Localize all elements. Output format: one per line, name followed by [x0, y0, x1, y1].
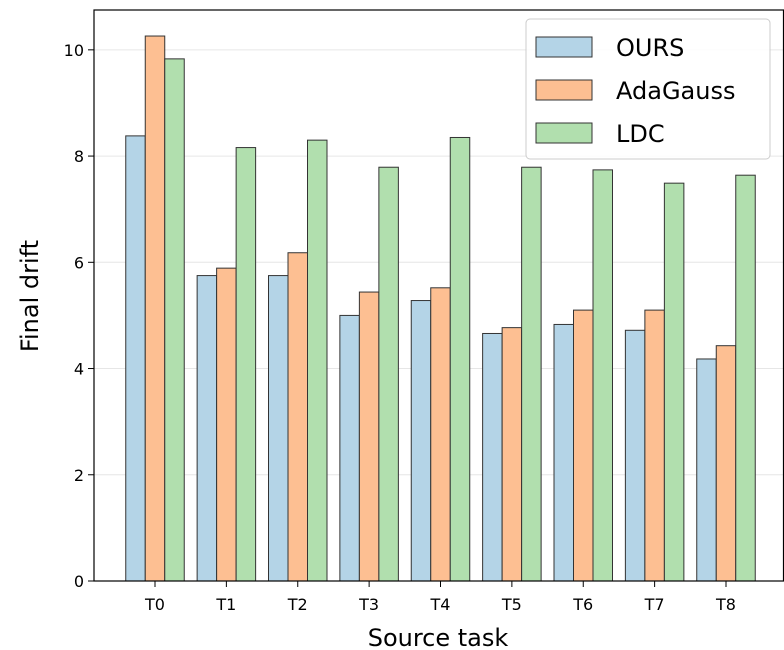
legend-swatch-ldc [535, 122, 593, 144]
bar-ours-t7 [624, 329, 646, 582]
bar-adagauss-t8 [715, 345, 737, 582]
y-tick-label: 4 [74, 360, 84, 379]
bar-adagauss-t5 [501, 327, 523, 582]
bar-adagauss-t1 [216, 267, 237, 582]
bar-ours-t8 [696, 358, 717, 582]
bar-ldc-t2 [307, 139, 328, 582]
bar-ours-t0 [125, 135, 146, 582]
bar-adagauss-t3 [358, 291, 380, 582]
bar-ldc-t1 [235, 147, 257, 582]
legend-swatch-ours [535, 36, 593, 58]
y-tick-label: 10 [64, 41, 84, 60]
x-axis-label: Source task [368, 624, 509, 650]
legend: OURS AdaGauss LDC [525, 18, 771, 160]
x-tick-label: T3 [358, 595, 379, 614]
x-tick-label: T6 [572, 595, 593, 614]
bar-ours-t3 [339, 314, 360, 582]
bar-ours-t1 [196, 275, 218, 582]
bar-adagauss-t2 [287, 252, 308, 582]
bar-ldc-t3 [378, 166, 399, 582]
x-tick-label: T5 [501, 595, 522, 614]
bar-adagauss-t0 [144, 35, 166, 582]
bar-ldc-t0 [164, 58, 185, 582]
y-tick-label: 6 [74, 253, 84, 272]
legend-label-ldc: LDC [616, 120, 665, 148]
bar-ldc-t8 [735, 174, 756, 582]
bar-adagauss-t4 [430, 287, 451, 582]
y-tick-label: 0 [74, 572, 84, 591]
legend-swatch-adagauss [535, 79, 593, 101]
legend-label-adagauss: AdaGauss [616, 77, 735, 105]
legend-label-ours: OURS [616, 34, 684, 62]
bar-ours-t4 [410, 300, 432, 582]
bar-ours-t2 [268, 275, 289, 582]
x-tick-label: T7 [644, 595, 665, 614]
x-tick-label: T4 [430, 595, 451, 614]
bar-adagauss-t7 [644, 309, 665, 582]
y-tick-label: 2 [74, 466, 84, 485]
bar-ours-t5 [482, 332, 503, 582]
bar-ours-t6 [553, 323, 574, 582]
x-tick-label: T1 [215, 595, 236, 614]
y-axis-label: Final drift [16, 240, 44, 352]
bar-ldc-t6 [592, 169, 613, 582]
y-tick-label: 8 [74, 147, 84, 166]
bar-ldc-t5 [521, 166, 542, 582]
bar-adagauss-t6 [573, 309, 594, 582]
tick-labels: 0 2 4 6 8 10 T0 T1 T2 T3 T4 T5 T6 T7 T8 [64, 41, 736, 614]
bar-ldc-t7 [663, 182, 685, 582]
x-tick-label: T0 [144, 595, 165, 614]
x-tick-label: T2 [287, 595, 308, 614]
x-tick-label: T8 [715, 595, 736, 614]
bar-ldc-t4 [449, 136, 471, 582]
bars-group [125, 35, 756, 582]
